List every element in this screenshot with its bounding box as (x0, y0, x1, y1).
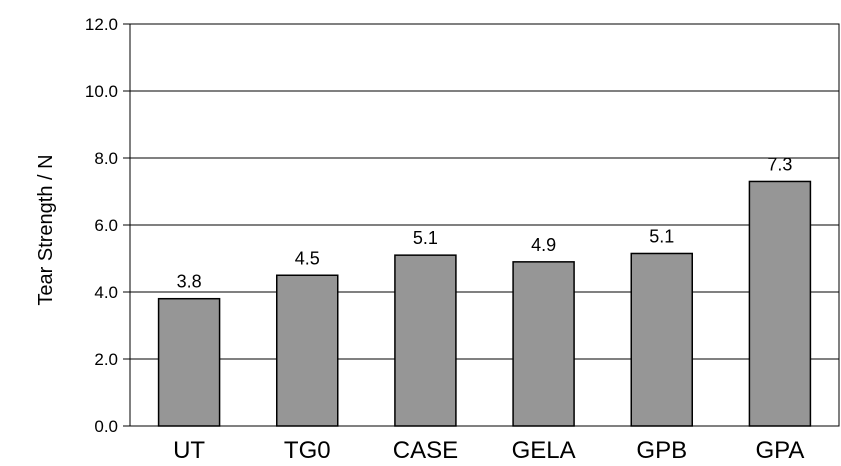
x-category-label: UT (173, 437, 205, 464)
y-tick-label: 0.0 (94, 417, 118, 436)
bar-ut (157, 297, 221, 427)
bar-tg0 (276, 274, 339, 427)
y-tick-label: 12.0 (85, 15, 118, 34)
data-labels: 3.8 4.5 5.1 4.9 5.1 7.3 (177, 154, 793, 291)
data-label: 5.1 (649, 226, 674, 246)
x-category-label: GPA (755, 437, 804, 464)
bar-gela (512, 261, 575, 427)
gridlines (130, 90, 839, 360)
data-label: 4.5 (295, 248, 320, 268)
bars (157, 180, 812, 427)
x-axis-categories: UT TG0 CASE GELA GPB GPA (173, 437, 804, 464)
y-tick-label: 10.0 (85, 82, 118, 101)
data-label: 5.1 (413, 228, 438, 248)
y-tick-label: 2.0 (94, 350, 118, 369)
data-label: 3.8 (177, 272, 202, 292)
x-category-label: GELA (512, 437, 576, 464)
bar-case (394, 254, 457, 427)
y-axis-ticks: 0.0 2.0 4.0 6.0 8.0 10.0 12.0 (85, 15, 130, 436)
x-category-label: CASE (393, 437, 458, 464)
y-tick-label: 6.0 (94, 216, 118, 235)
y-tick-label: 4.0 (94, 283, 118, 302)
x-category-label: TG0 (284, 437, 331, 464)
bar-gpa (748, 180, 812, 427)
x-category-label: GPB (636, 437, 687, 464)
data-label: 4.9 (531, 235, 556, 255)
data-label: 7.3 (767, 154, 792, 174)
y-axis-title: Tear Strength / N (35, 154, 57, 305)
bar-gpb (630, 252, 693, 427)
y-tick-label: 8.0 (94, 149, 118, 168)
